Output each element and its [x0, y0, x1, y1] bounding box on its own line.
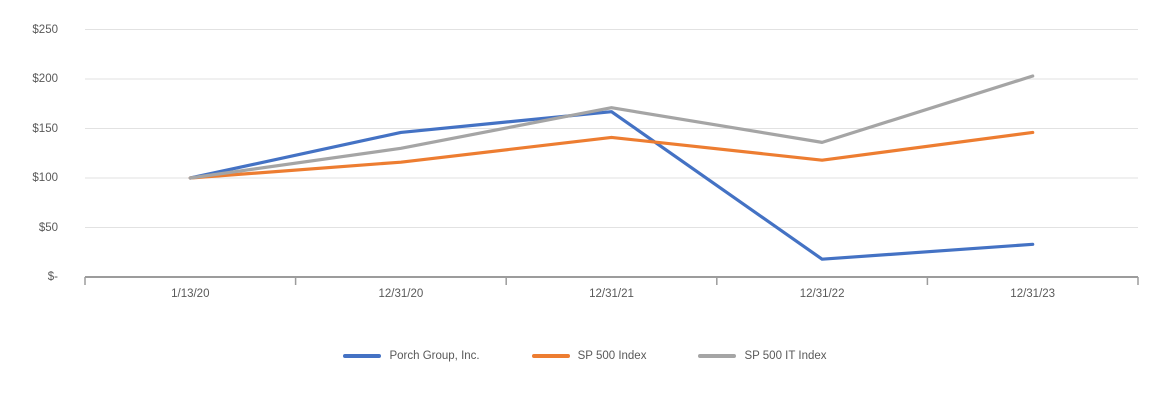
y-axis-tick-label: $200	[32, 73, 58, 85]
legend-line-swatch	[698, 354, 737, 358]
y-axis-tick-label: $250	[32, 23, 58, 36]
legend-label: Porch Group, Inc.	[389, 350, 480, 362]
legend-line-swatch	[343, 354, 382, 358]
series-line-sp-500-index	[188, 130, 1035, 180]
legend-item-porch-group: Porch Group, Inc.	[343, 350, 480, 362]
legend-item-sp500: SP 500 Index	[531, 350, 647, 362]
legend-line-swatch	[531, 354, 570, 358]
y-axis-tick-label: $150	[32, 122, 58, 135]
y-axis-tick-label: $-	[47, 271, 58, 283]
legend-item-sp500-it: SP 500 IT Index	[698, 350, 827, 362]
y-axis-tick-label: $50	[38, 221, 58, 234]
x-axis-tick-label: 12/31/22	[799, 288, 845, 300]
legend: Porch Group, Inc. SP 500 Index SP 500 IT…	[0, 346, 1170, 366]
legend-label: SP 500 Index	[577, 350, 647, 362]
series-line-porch-group-inc	[188, 110, 1035, 261]
x-axis-tick-label: 12/31/21	[589, 288, 634, 300]
y-axis-tick-label: $100	[32, 172, 58, 184]
x-axis-tick-label: 12/31/20	[378, 288, 424, 300]
x-axis-tick-label: 1/13/20	[171, 288, 210, 300]
series-line-sp-500-it-index	[188, 74, 1035, 180]
x-axis-tick-label: 12/31/23	[1010, 288, 1056, 300]
legend-label: SP 500 IT Index	[744, 350, 827, 362]
